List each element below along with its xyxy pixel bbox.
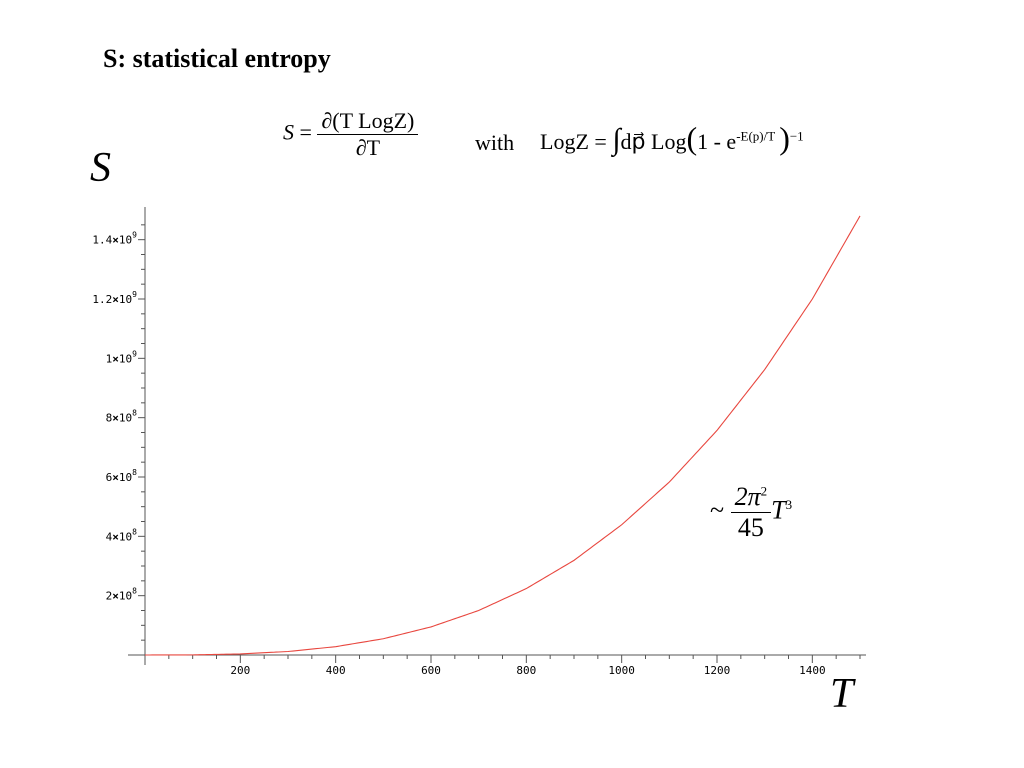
y-tick-label: 1×109 <box>106 349 138 365</box>
y-tick-label: 1.4×109 <box>92 231 137 247</box>
x-axis-variable: T <box>830 671 854 717</box>
page-title: S: statistical entropy <box>103 44 331 73</box>
x-tick-label: 400 <box>326 664 346 677</box>
entropy-fraction: ∂(T LogZ) ∂T <box>317 108 419 161</box>
asymptote-formula: ~ 2π2 45 T3 <box>710 482 792 543</box>
series <box>144 215 861 656</box>
asymptote-tilde: ~ <box>710 495 725 525</box>
entropy-lhs: S <box>283 119 294 145</box>
y-axis-variable: S <box>90 145 111 191</box>
asymptote-denominator: 45 <box>737 513 764 542</box>
entropy-numerator: ∂(T LogZ) <box>317 108 419 135</box>
asymptote-fraction: 2π2 45 <box>730 482 772 543</box>
ticks: 200 400 600 800 1000 1200 1400 2×108 4×108 6×108 8… <box>92 224 861 677</box>
momentum-measure: dp⃗ <box>620 129 646 154</box>
x-tick-label: 1000 <box>608 664 635 677</box>
asymptote-numerator-exponent: 2 <box>760 483 768 499</box>
log-inner: 1 - e <box>697 129 737 154</box>
logz-lhs: LogZ <box>540 129 589 154</box>
logz-equals: = <box>594 129 607 154</box>
logz-formula: LogZ = ∫dp⃗ Log(1 - e-E(p)/T)−1 <box>540 120 804 157</box>
series-line-0 <box>144 215 861 656</box>
log-function: Log <box>651 129 687 154</box>
open-paren: ( <box>686 120 698 156</box>
asymptote-variable: T <box>771 495 786 525</box>
y-tick-label: 2×108 <box>106 587 138 603</box>
outer-exponent: −1 <box>789 128 804 144</box>
close-paren: ) <box>779 120 790 156</box>
entropy-equals: = <box>299 119 312 145</box>
y-tick-label: 6×108 <box>106 468 138 484</box>
integral-sign: ∫ <box>612 123 621 156</box>
with-label: with <box>475 130 515 155</box>
asymptote-variable-exponent: 3 <box>785 496 793 512</box>
y-tick-label: 4×108 <box>106 527 138 543</box>
x-tick-label: 1400 <box>799 664 826 677</box>
x-tick-label: 200 <box>230 664 250 677</box>
entropy-denominator: ∂T <box>355 135 381 160</box>
x-tick-label: 600 <box>421 664 441 677</box>
entropy-formula: S = ∂(T LogZ) ∂T <box>283 108 419 161</box>
y-tick-label: 8×108 <box>106 409 138 425</box>
axes <box>128 207 866 665</box>
x-tick-label: 800 <box>516 664 536 677</box>
y-tick-label: 1.2×109 <box>92 290 137 306</box>
x-tick-label: 1200 <box>704 664 731 677</box>
inner-exponent: -E(p)/T <box>736 128 776 144</box>
asymptote-numerator: 2π <box>734 482 761 511</box>
